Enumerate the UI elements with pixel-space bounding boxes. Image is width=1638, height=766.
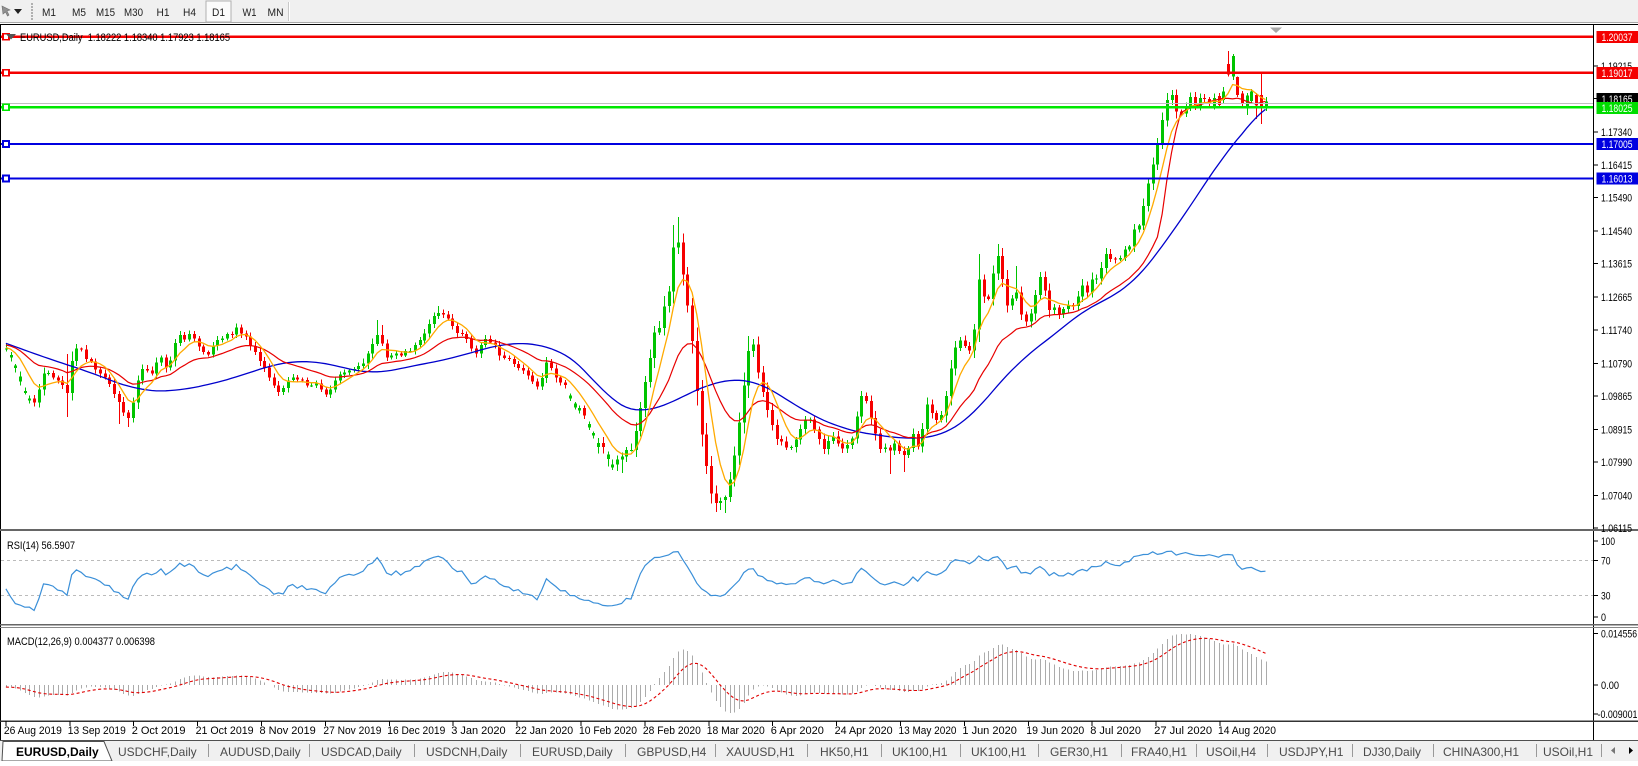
svg-text:8 Nov 2019: 8 Nov 2019 xyxy=(260,725,316,737)
svg-text:H4: H4 xyxy=(183,7,196,19)
svg-text:AUDUSD,Daily: AUDUSD,Daily xyxy=(220,745,301,759)
svg-text:18 Mar 2020: 18 Mar 2020 xyxy=(707,725,765,737)
svg-text:USDCNH,Daily: USDCNH,Daily xyxy=(426,745,507,759)
svg-text:MACD(12,26,9) 0.004377 0.00639: MACD(12,26,9) 0.004377 0.006398 xyxy=(7,636,155,648)
svg-text:HK50,H1: HK50,H1 xyxy=(820,745,869,759)
svg-text:1.07040: 1.07040 xyxy=(1601,491,1632,503)
svg-text:USDCHF,Daily: USDCHF,Daily xyxy=(118,745,197,759)
svg-text:MN: MN xyxy=(268,7,284,19)
svg-text:UK100,H1: UK100,H1 xyxy=(971,745,1027,759)
svg-text:H1: H1 xyxy=(157,7,170,19)
svg-text:19 Jun 2020: 19 Jun 2020 xyxy=(1026,725,1084,737)
svg-text:1.16415: 1.16415 xyxy=(1601,160,1632,172)
svg-text:EURUSD,Daily: EURUSD,Daily xyxy=(16,745,99,759)
svg-text:8 Jul 2020: 8 Jul 2020 xyxy=(1090,725,1141,737)
svg-text:100: 100 xyxy=(1601,536,1615,548)
svg-text:1.19017: 1.19017 xyxy=(1602,68,1633,80)
svg-text:UK100,H1: UK100,H1 xyxy=(892,745,948,759)
svg-text:0.014556: 0.014556 xyxy=(1601,629,1637,641)
svg-text:-0.009001: -0.009001 xyxy=(1598,709,1638,721)
svg-text:M15: M15 xyxy=(96,7,115,19)
svg-text:1.20037: 1.20037 xyxy=(1602,32,1633,44)
svg-text:1.06115: 1.06115 xyxy=(1601,523,1632,535)
svg-text:XAUUSD,H1: XAUUSD,H1 xyxy=(726,745,795,759)
svg-text:M30: M30 xyxy=(124,7,143,19)
svg-text:DJ30,Daily: DJ30,Daily xyxy=(1363,745,1421,759)
svg-text:1.09865: 1.09865 xyxy=(1601,391,1632,403)
svg-text:28 Feb 2020: 28 Feb 2020 xyxy=(643,725,701,737)
svg-text:1.15490: 1.15490 xyxy=(1601,193,1632,205)
svg-text:30: 30 xyxy=(1601,591,1611,603)
svg-text:1.11740: 1.11740 xyxy=(1601,325,1632,337)
svg-text:1.17340: 1.17340 xyxy=(1601,127,1632,139)
svg-text:1.17005: 1.17005 xyxy=(1602,139,1633,151)
svg-text:1.18025: 1.18025 xyxy=(1602,103,1633,115)
svg-text:1.13615: 1.13615 xyxy=(1601,259,1632,271)
svg-text:70: 70 xyxy=(1601,556,1611,568)
svg-text:1.12665: 1.12665 xyxy=(1601,292,1632,304)
svg-text:EURUSD,Daily 1.18222 1.18340: EURUSD,Daily 1.18222 1.18340 1.17923 1.1… xyxy=(20,32,230,44)
svg-text:1 Jun 2020: 1 Jun 2020 xyxy=(962,725,1016,737)
svg-text:3 Jan 2020: 3 Jan 2020 xyxy=(451,725,505,737)
svg-text:2 Oct 2019: 2 Oct 2019 xyxy=(132,725,186,737)
svg-text:1.07990: 1.07990 xyxy=(1601,457,1632,469)
svg-text:27 Nov 2019: 27 Nov 2019 xyxy=(323,725,381,737)
svg-text:W1: W1 xyxy=(243,7,257,19)
svg-text:USOil,H1: USOil,H1 xyxy=(1543,745,1593,759)
svg-text:0: 0 xyxy=(1601,612,1606,624)
svg-text:USOil,H4: USOil,H4 xyxy=(1206,745,1256,759)
svg-text:D1: D1 xyxy=(212,7,225,19)
svg-text:M1: M1 xyxy=(42,7,56,19)
svg-text:1.16013: 1.16013 xyxy=(1602,174,1633,186)
svg-text:22 Jan 2020: 22 Jan 2020 xyxy=(515,725,573,737)
svg-text:13 Sep 2019: 13 Sep 2019 xyxy=(68,725,126,737)
svg-text:USDJPY,H1: USDJPY,H1 xyxy=(1279,745,1344,759)
svg-text:13 May 2020: 13 May 2020 xyxy=(899,725,957,737)
svg-text:27 Jul 2020: 27 Jul 2020 xyxy=(1154,725,1212,737)
svg-text:21 Oct 2019: 21 Oct 2019 xyxy=(196,725,254,737)
svg-text:1.10790: 1.10790 xyxy=(1601,358,1632,370)
svg-text:26 Aug 2019: 26 Aug 2019 xyxy=(4,725,62,737)
svg-text:EURUSD,Daily: EURUSD,Daily xyxy=(532,745,613,759)
svg-text:GER30,H1: GER30,H1 xyxy=(1050,745,1108,759)
svg-text:M5: M5 xyxy=(72,7,86,19)
svg-text:10 Feb 2020: 10 Feb 2020 xyxy=(579,725,637,737)
svg-text:16 Dec 2019: 16 Dec 2019 xyxy=(387,725,445,737)
svg-text:GBPUSD,H4: GBPUSD,H4 xyxy=(637,745,707,759)
svg-text:1.14540: 1.14540 xyxy=(1601,226,1632,238)
svg-text:FRA40,H1: FRA40,H1 xyxy=(1131,745,1187,759)
svg-text:RSI(14) 56.5907: RSI(14) 56.5907 xyxy=(7,540,75,552)
svg-text:1.08915: 1.08915 xyxy=(1601,424,1632,436)
svg-text:0.00: 0.00 xyxy=(1601,680,1619,692)
svg-text:USDCAD,Daily: USDCAD,Daily xyxy=(321,745,402,759)
svg-text:14 Aug 2020: 14 Aug 2020 xyxy=(1218,725,1276,737)
svg-text:CHINA300,H1: CHINA300,H1 xyxy=(1443,745,1519,759)
svg-text:6 Apr 2020: 6 Apr 2020 xyxy=(771,725,824,737)
svg-text:24 Apr 2020: 24 Apr 2020 xyxy=(835,725,893,737)
